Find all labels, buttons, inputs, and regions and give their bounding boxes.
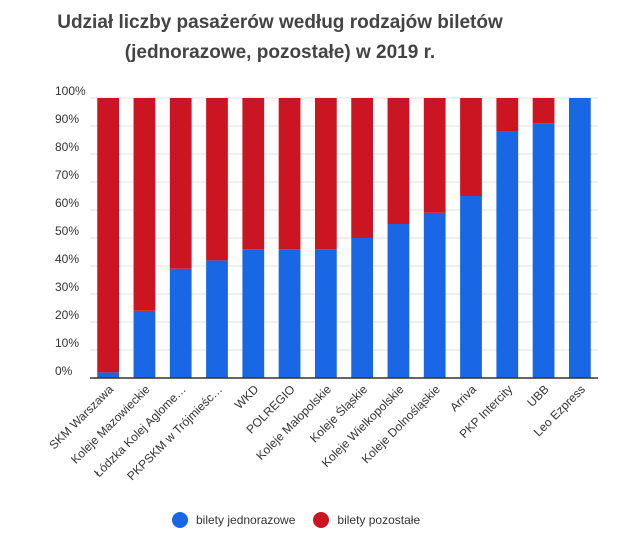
bar-jednorazowe[interactable] [423, 212, 446, 378]
bar-pozostale[interactable] [387, 98, 410, 224]
y-tick-label: 20% [55, 308, 79, 322]
y-tick-label: 80% [55, 140, 79, 154]
legend-swatch-blue [172, 512, 188, 528]
gridlines [90, 97, 598, 351]
bar-jednorazowe[interactable] [460, 196, 482, 378]
y-tick-label: 70% [55, 168, 79, 182]
y-tick-label: 90% [55, 112, 79, 126]
bar-jednorazowe[interactable] [568, 98, 591, 378]
bar-pozostale[interactable] [532, 98, 555, 124]
bar-jednorazowe[interactable] [387, 224, 410, 378]
legend-label-jednorazowe: bilety jednorazowe [196, 513, 296, 527]
chart-title-line-1: Udział liczby pasażerów według rodzajów … [57, 12, 503, 33]
bar-jednorazowe[interactable] [532, 123, 555, 378]
chart-title-line-2: (jednorazowe, pozostałe) w 2019 r. [124, 42, 436, 63]
bars [97, 98, 591, 378]
y-tick-label: 10% [55, 336, 79, 350]
bar-pozostale[interactable] [278, 98, 301, 250]
bar-pozostale[interactable] [423, 98, 446, 213]
bar-pozostale[interactable] [496, 98, 519, 132]
bar-jednorazowe[interactable] [242, 249, 265, 378]
y-tick-label: 0% [55, 364, 73, 378]
legend: bilety jednorazowe bilety pozostałe [172, 512, 438, 528]
bar-jednorazowe[interactable] [97, 372, 120, 378]
x-category-label: Arriva [447, 382, 479, 414]
bar-jednorazowe[interactable] [314, 249, 337, 378]
bar-jednorazowe[interactable] [133, 310, 156, 378]
x-category-label: SKM Warszawa [46, 382, 116, 452]
x-category-label: WKD [232, 382, 262, 412]
y-tick-label: 60% [55, 196, 79, 210]
bar-pozostale[interactable] [460, 98, 482, 196]
legend-item-jednorazowe[interactable]: bilety jednorazowe [172, 512, 295, 528]
y-tick-label: 50% [55, 224, 79, 238]
legend-label-pozostale: bilety pozostałe [337, 513, 421, 527]
y-axis-ticks: 0% 10% 20% 30% 40% 50% 60% 70% 80% 90% 100% [55, 84, 86, 378]
legend-swatch-red [313, 512, 330, 528]
bar-pozostale[interactable] [169, 98, 192, 269]
y-tick-label: 40% [55, 252, 79, 266]
bar-pozostale[interactable] [314, 98, 337, 250]
bar-pozostale[interactable] [351, 98, 374, 238]
y-tick-label: 30% [55, 280, 79, 294]
bar-pozostale[interactable] [242, 98, 265, 250]
chart-title: Udział liczby pasażerów według rodzajów … [40, 8, 520, 68]
y-tick-label: 100% [55, 84, 86, 98]
bar-pozostale[interactable] [133, 98, 156, 311]
x-category-label: UBB [524, 382, 551, 409]
bar-jednorazowe[interactable] [351, 238, 374, 378]
bar-jednorazowe[interactable] [169, 268, 192, 378]
bar-jednorazowe[interactable] [206, 260, 228, 378]
bar-jednorazowe[interactable] [278, 249, 301, 378]
legend-item-pozostale[interactable]: bilety pozostałe [313, 512, 420, 528]
bar-pozostale[interactable] [97, 98, 120, 373]
bar-jednorazowe[interactable] [496, 131, 519, 378]
bar-pozostale[interactable] [206, 98, 228, 261]
